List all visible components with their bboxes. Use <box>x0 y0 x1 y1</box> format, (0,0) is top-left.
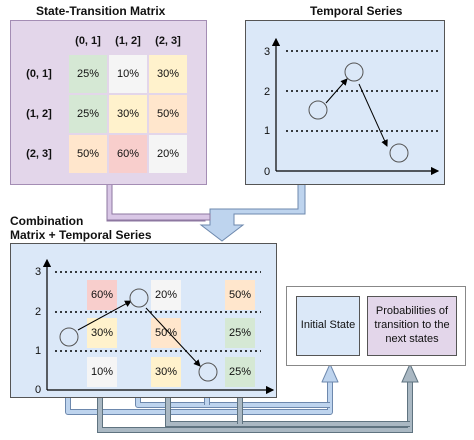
combo-y-tick: 3 <box>35 266 42 278</box>
matrix-cell: 10% <box>109 55 147 93</box>
combo-title-line1: Combination <box>10 214 84 228</box>
matrix-col-header: (0, 1] <box>75 35 101 47</box>
series-plot <box>271 37 440 176</box>
combo-cell: 20% <box>151 280 181 310</box>
combo-cell: 60% <box>87 280 117 310</box>
initial-state-arrowhead <box>321 363 339 383</box>
series-merge-connector <box>199 182 306 242</box>
matrix-cell: 25% <box>69 55 107 93</box>
probabilities-box: Probabilities of transition to the next … <box>367 296 457 356</box>
series-title: Temporal Series <box>310 4 403 18</box>
matrix-col-header: (2, 3] <box>155 35 181 47</box>
combo-cell: 25% <box>225 318 255 348</box>
combination-panel: 3 2 1 0 60% 20% 50% 30% 50% 25% 10% 30% 25% <box>10 243 277 398</box>
combo-cell: 10% <box>87 357 117 387</box>
series-y-tick: 0 <box>264 166 271 178</box>
matrix-cell: 50% <box>149 95 187 133</box>
matrix-cell: 50% <box>69 135 107 173</box>
combo-title-line2: Matrix + Temporal Series <box>10 228 152 242</box>
matrix-row-header: (2, 3] <box>26 148 52 160</box>
output-container: Initial State Probabilities of transitio… <box>286 286 466 366</box>
combo-cell: 30% <box>151 357 181 387</box>
combo-point <box>129 288 149 308</box>
series-y-tick: 2 <box>264 86 271 98</box>
matrix-cell: 25% <box>69 95 107 133</box>
combo-cell: 30% <box>87 318 117 348</box>
series-point <box>308 100 328 120</box>
series-point <box>344 62 364 82</box>
matrix-row-header: (0, 1] <box>26 68 52 80</box>
series-y-tick: 1 <box>264 125 271 137</box>
probabilities-arrowhead <box>401 362 419 383</box>
initial-state-box: Initial State <box>296 296 360 356</box>
series-y-tick: 3 <box>264 46 271 58</box>
combo-y-tick: 0 <box>35 384 42 396</box>
matrix-cell: 60% <box>109 135 147 173</box>
combo-cell: 50% <box>225 280 255 310</box>
matrix-cell: 30% <box>109 95 147 133</box>
state-transition-matrix: (0, 1] (1, 2] (2, 3] (0, 1] (1, 2] (2, 3… <box>10 20 207 185</box>
matrix-title: State-Transition Matrix <box>36 4 166 18</box>
combo-point <box>59 327 79 347</box>
combo-point <box>198 362 218 382</box>
combo-plot <box>42 258 275 395</box>
matrix-cell: 30% <box>149 55 187 93</box>
matrix-cell: 20% <box>149 135 187 173</box>
series-point <box>389 143 409 163</box>
combo-cell: 25% <box>225 357 255 387</box>
temporal-series: 3 2 1 0 <box>245 20 445 185</box>
combo-y-tick: 1 <box>35 345 42 357</box>
matrix-row-header: (1, 2] <box>26 108 52 120</box>
matrix-col-header: (1, 2] <box>115 35 141 47</box>
combo-y-tick: 2 <box>35 306 42 318</box>
